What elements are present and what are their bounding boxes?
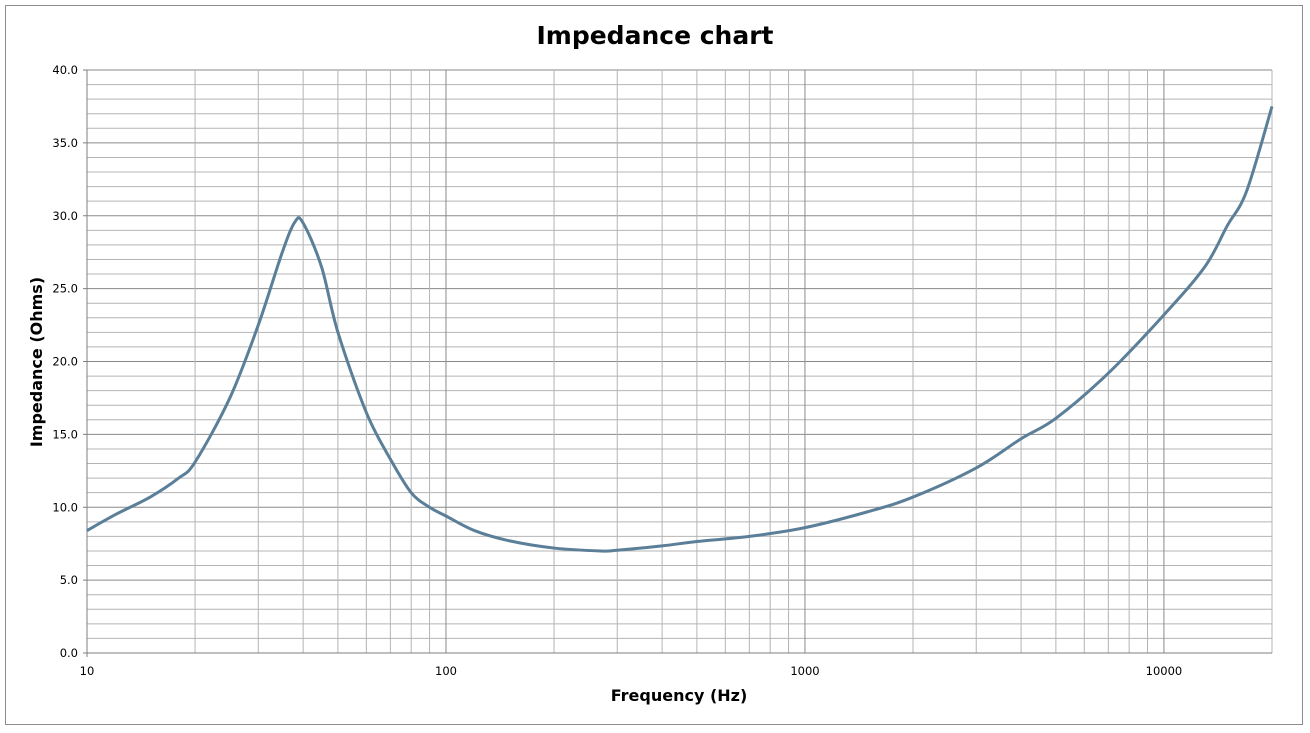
y-axis-ticks: 0.0 5.0 10.0 15.0 20.0 25.0 30.0 35.0 40.0 bbox=[52, 63, 87, 660]
x-axis-label: Frequency (Hz) bbox=[611, 686, 748, 705]
grid bbox=[83, 69, 1273, 657]
x-tick-label: 1000 bbox=[790, 664, 819, 678]
y-tick-label: 15.0 bbox=[52, 427, 78, 441]
y-tick-label: 0.0 bbox=[60, 646, 78, 660]
y-tick-label: 5.0 bbox=[60, 573, 78, 587]
y-tick-label: 35.0 bbox=[52, 136, 78, 150]
chart-title: Impedance chart bbox=[536, 21, 773, 50]
x-axis-ticks: 10 100 1000 10000 bbox=[80, 664, 1183, 678]
x-tick-label: 10000 bbox=[1146, 664, 1183, 678]
y-tick-label: 25.0 bbox=[52, 282, 78, 296]
y-tick-label: 10.0 bbox=[52, 500, 78, 514]
chart-frame bbox=[5, 5, 1303, 725]
y-tick-label: 30.0 bbox=[52, 209, 78, 223]
y-tick-label: 40.0 bbox=[52, 63, 78, 77]
y-axis-label: Impedance (Ohms) bbox=[27, 277, 46, 447]
x-tick-label: 100 bbox=[435, 664, 457, 678]
impedance-line bbox=[86, 106, 1274, 553]
x-tick-label: 10 bbox=[80, 664, 95, 678]
y-tick-label: 20.0 bbox=[52, 355, 78, 369]
